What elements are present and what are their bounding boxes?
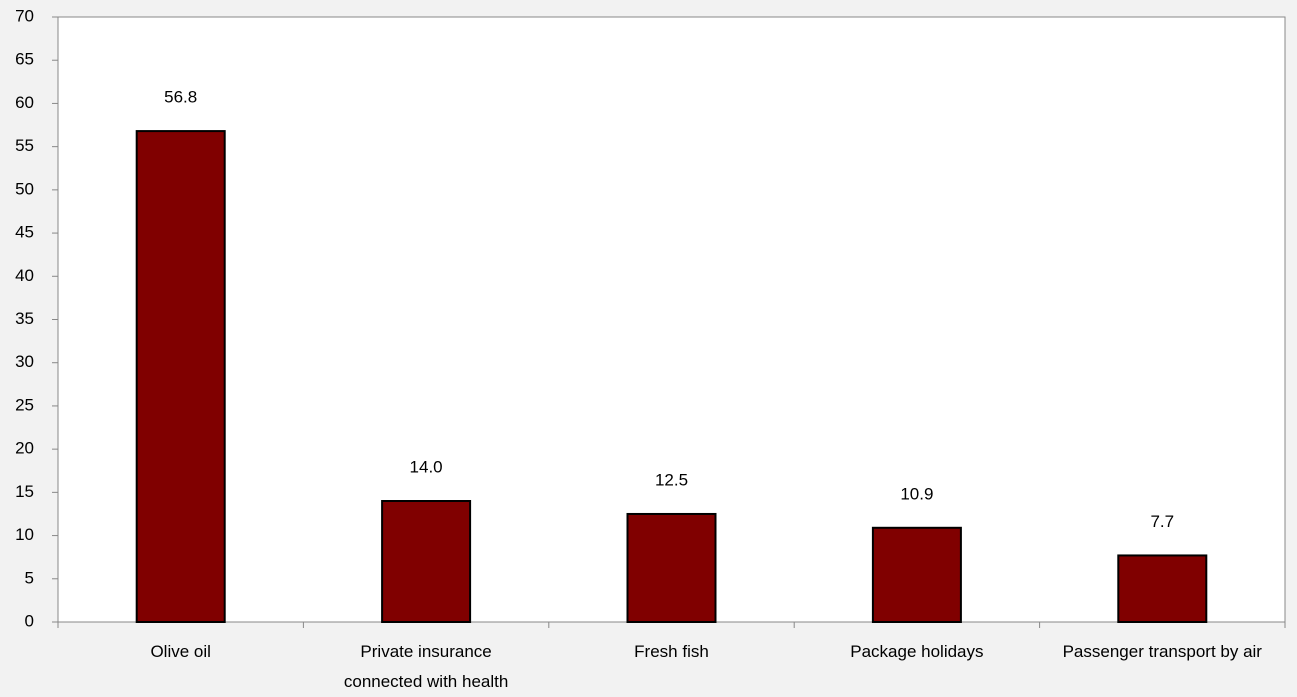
y-tick-label: 0 [25, 611, 34, 630]
x-tick-label: Olive oil [150, 642, 211, 661]
bar [1117, 554, 1208, 624]
bar [381, 500, 472, 623]
bar [626, 512, 717, 624]
data-label: 7.7 [1150, 512, 1174, 531]
y-tick-label: 65 [15, 50, 34, 69]
y-tick-label: 70 [15, 6, 34, 25]
x-tick-label: Private insurance connected with health [343, 642, 509, 691]
y-tick-label: 55 [15, 136, 34, 155]
y-tick-label: 50 [15, 179, 34, 198]
y-tick-label: 5 [25, 568, 34, 587]
y-tick-label: 60 [15, 93, 34, 112]
y-tick-label: 45 [15, 223, 34, 242]
x-tick-label: Package holidays [850, 642, 984, 661]
data-label: 14.0 [410, 457, 443, 476]
bar [135, 130, 226, 623]
data-label: 56.8 [164, 88, 197, 107]
y-tick-label: 40 [15, 266, 34, 285]
bar [871, 526, 962, 623]
y-tick-label: 25 [15, 395, 34, 414]
y-tick-label: 30 [15, 352, 34, 371]
y-tick-label: 15 [15, 482, 34, 501]
x-tick-label: Passenger transport by air [1062, 642, 1262, 661]
y-tick-label: 10 [15, 525, 34, 544]
data-label: 12.5 [655, 470, 688, 489]
y-tick-label: 20 [15, 439, 34, 458]
data-label: 10.9 [900, 484, 933, 503]
x-tick-label: Fresh fish [634, 642, 709, 661]
y-tick-label: 35 [15, 309, 34, 328]
